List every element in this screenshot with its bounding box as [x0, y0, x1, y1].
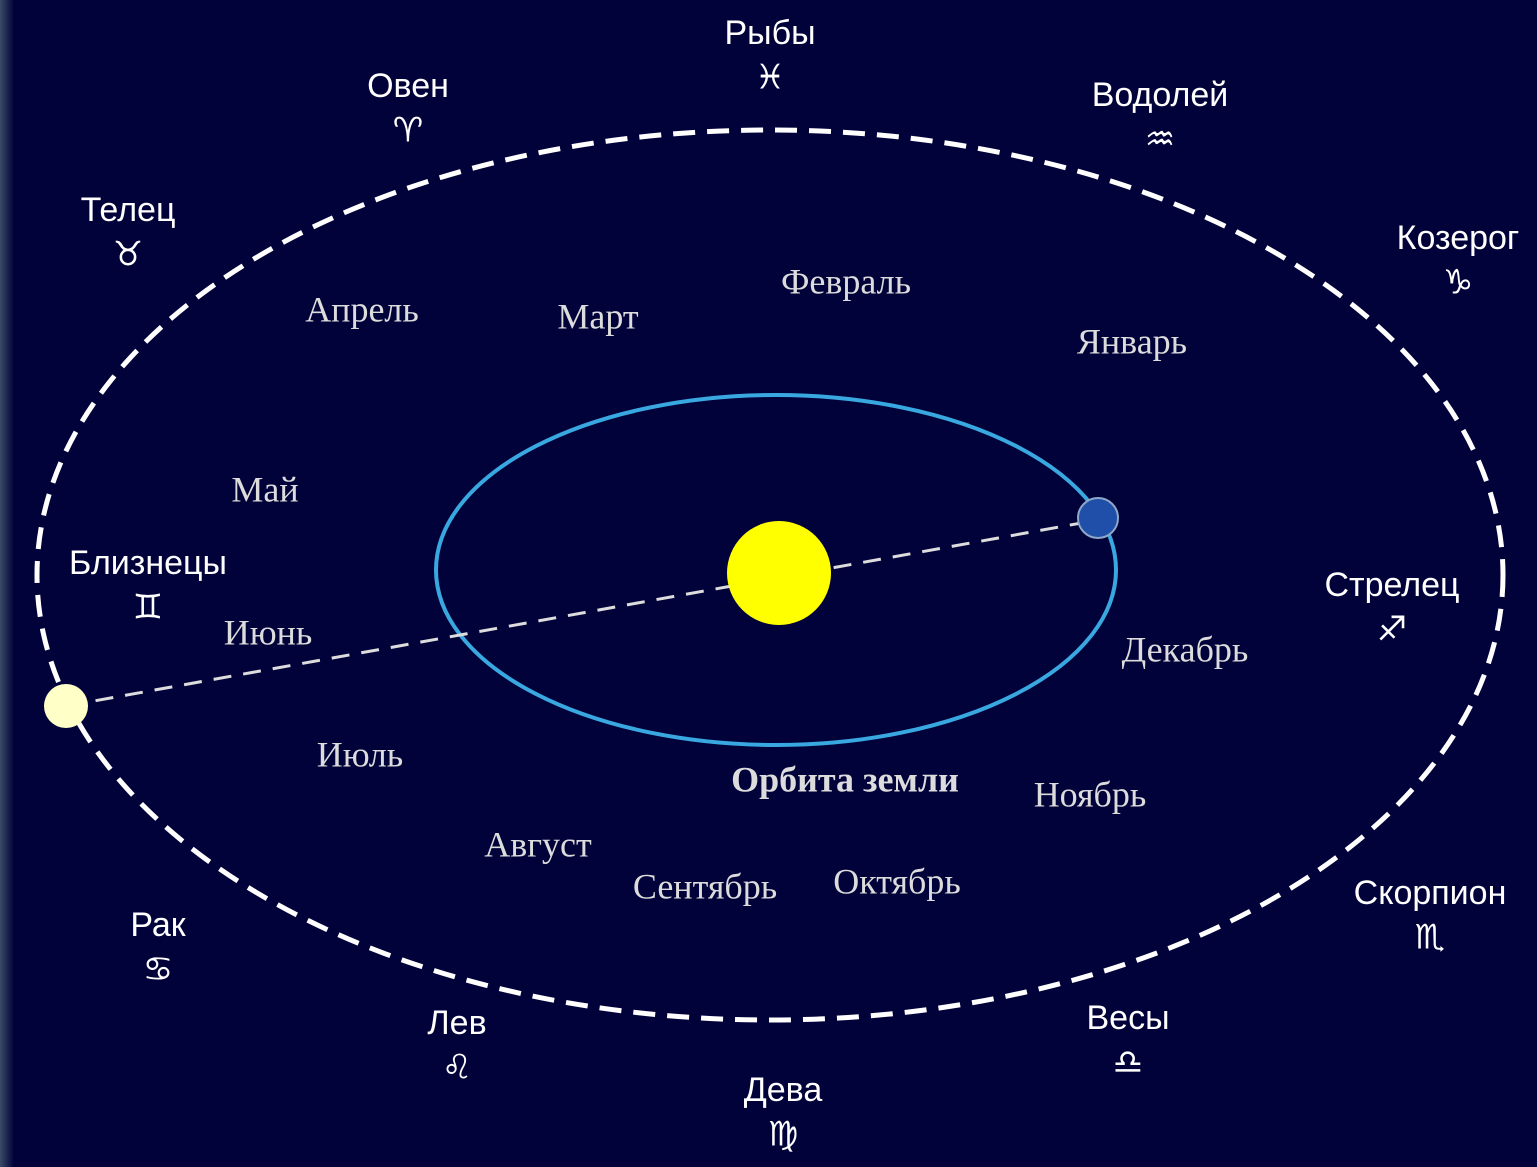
zodiac-name: Дева: [744, 1071, 823, 1109]
zodiac-symbol: ♎: [1113, 1043, 1143, 1083]
month-label: Июнь: [224, 612, 313, 652]
month-label: Февраль: [781, 261, 911, 301]
month-label: Сентябрь: [633, 866, 777, 906]
diagram: Рыбы ♓ Овен ♈ Водолей ♒ Телец ♉ Козерог ♑ Близнецы…: [0, 0, 1537, 1167]
zodiac-name: Стрелец: [1324, 566, 1459, 604]
sun: [727, 521, 831, 625]
zodiac-symbol: ♑: [1443, 263, 1473, 303]
zodiac-symbol: ♍: [768, 1115, 798, 1155]
apparent-sun: [44, 684, 88, 728]
zodiac-symbol: ♌: [442, 1048, 472, 1088]
zodiac-symbol: ♏: [1415, 918, 1445, 958]
month-label: Январь: [1077, 321, 1187, 361]
zodiac-name: Козерог: [1397, 219, 1520, 257]
month-label: Декабрь: [1122, 629, 1249, 669]
zodiac-name: Телец: [81, 191, 176, 229]
month-label: Июль: [317, 734, 403, 774]
zodiac-name: Лев: [427, 1004, 486, 1042]
zodiac-name: Близнецы: [69, 544, 227, 582]
zodiac-symbol: ♋: [143, 950, 173, 990]
zodiac-name: Рыбы: [724, 14, 815, 52]
zodiac-symbol: ♊: [133, 588, 163, 628]
zodiac-name: Овен: [367, 67, 449, 105]
zodiac-name: Рак: [130, 906, 186, 944]
month-label: Май: [231, 469, 298, 509]
zodiac-symbol: ♉: [113, 235, 143, 275]
zodiac-symbol: ♓: [755, 58, 785, 98]
month-label: Апрель: [305, 289, 419, 329]
zodiac-symbol: ♐: [1377, 610, 1407, 650]
zodiac-symbol: ♈: [393, 111, 423, 151]
zodiac-name: Водолей: [1092, 76, 1229, 114]
orbit-label: Орбита земли: [731, 759, 959, 799]
edge-shade: [0, 0, 14, 1167]
zodiac-name: Весы: [1086, 999, 1169, 1037]
month-label: Август: [484, 824, 592, 864]
earth: [1078, 498, 1118, 538]
month-label: Октябрь: [833, 861, 961, 901]
zodiac-name: Скорпион: [1354, 874, 1507, 912]
month-label: Ноябрь: [1034, 774, 1147, 814]
month-label: Март: [557, 296, 639, 336]
zodiac-symbol: ♒: [1145, 120, 1175, 160]
